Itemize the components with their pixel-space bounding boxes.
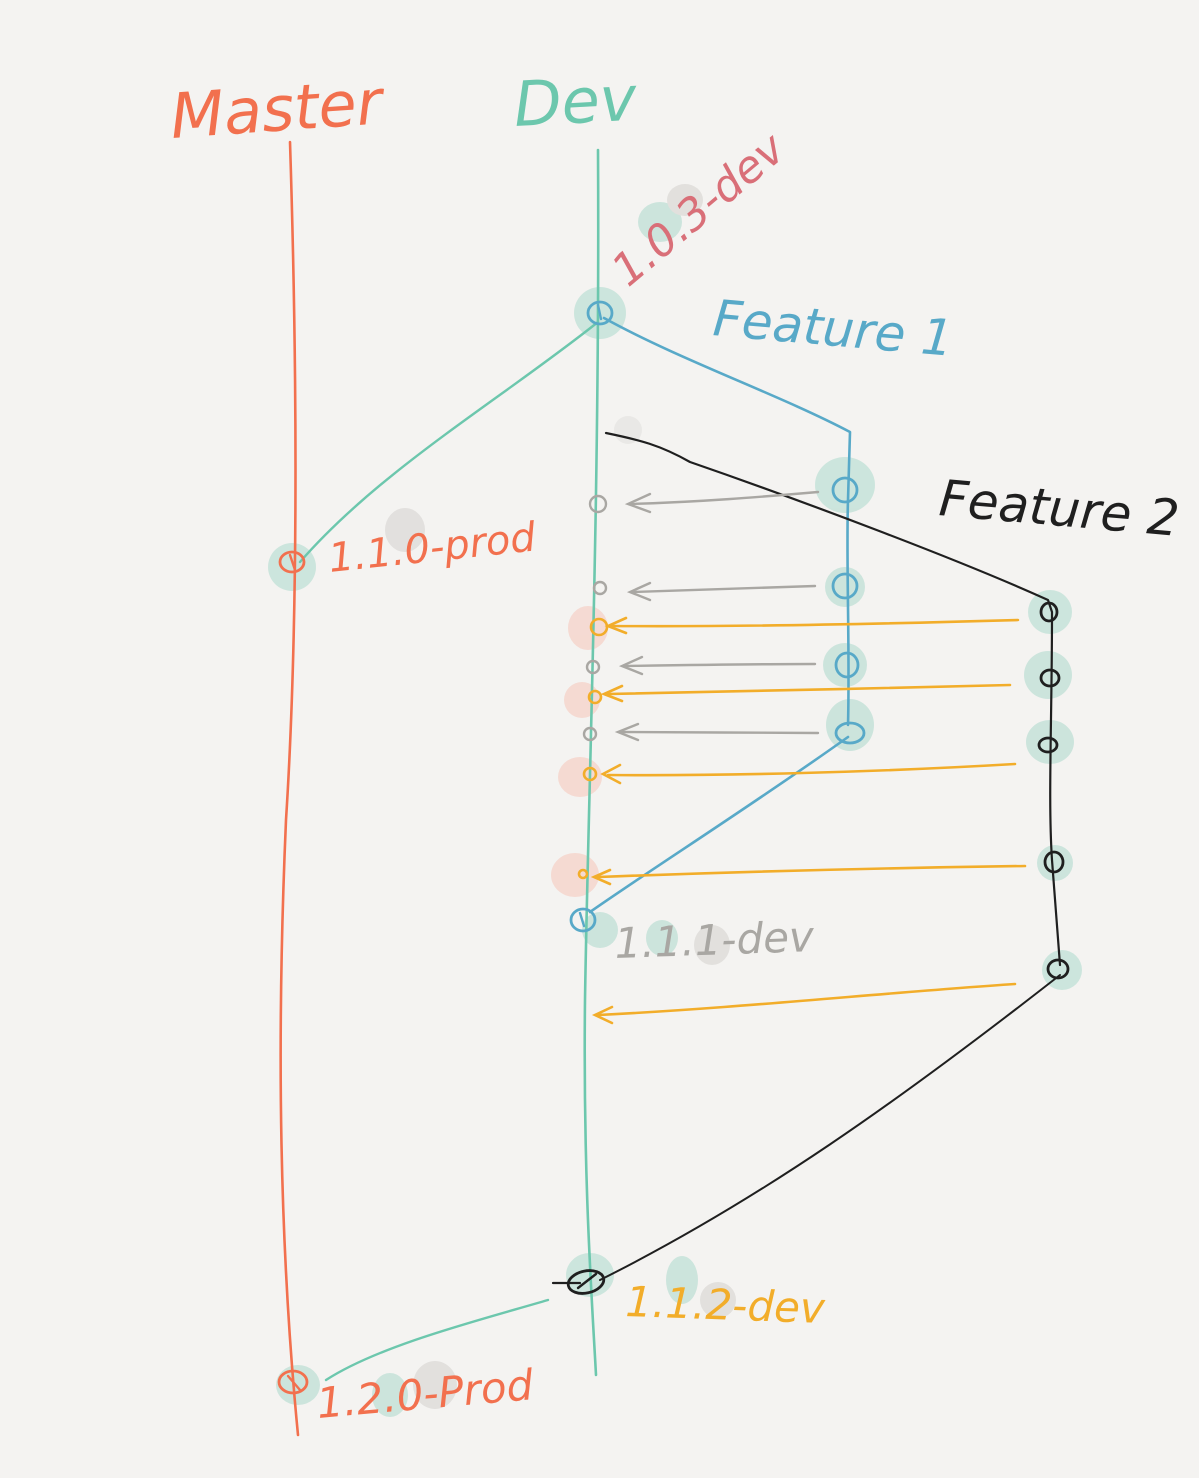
yellow-merge-arrows bbox=[577, 616, 1027, 1025]
yellow-arrowhead bbox=[591, 1005, 614, 1025]
smudge bbox=[413, 1361, 457, 1409]
feature1-commit-node bbox=[834, 651, 860, 679]
master-commit-node bbox=[278, 550, 306, 574]
smudge bbox=[1028, 590, 1072, 634]
smudge bbox=[694, 925, 730, 965]
smudge bbox=[276, 1365, 320, 1405]
dev-line bbox=[583, 148, 600, 1377]
dev-branch-label: Dev bbox=[512, 62, 640, 141]
gray-arrow bbox=[620, 730, 820, 735]
feature2-commit-node bbox=[1043, 850, 1065, 874]
smudge bbox=[568, 606, 608, 650]
yellow-arrowhead bbox=[600, 684, 624, 703]
feature2-commit-node bbox=[1039, 601, 1059, 623]
node-tick bbox=[286, 1374, 302, 1392]
dev-commit-node bbox=[569, 907, 597, 933]
branch-lines bbox=[279, 140, 1062, 1437]
smudge bbox=[385, 508, 425, 552]
gray-arrowhead bbox=[626, 581, 652, 602]
dev-commit-node bbox=[586, 300, 614, 326]
gray-commit-dot bbox=[588, 494, 608, 514]
dev-commit-node bbox=[566, 1269, 606, 1295]
yellow-commit-dot bbox=[589, 617, 609, 637]
node-tick bbox=[596, 303, 603, 321]
feature2-branch-label: Feature 2 bbox=[937, 469, 1182, 548]
smudge bbox=[1024, 651, 1072, 699]
gray-arrow bbox=[630, 584, 817, 594]
smudge bbox=[1037, 845, 1073, 881]
gray-merge-arrows bbox=[582, 490, 820, 742]
node-tick bbox=[288, 553, 297, 572]
tag-1-0-3-dev: 1.0.3-dev bbox=[602, 122, 796, 296]
smudge bbox=[700, 1282, 736, 1318]
gray-commit-dot bbox=[592, 580, 608, 596]
tag-1-1-1-dev: 1.1.1-dev bbox=[614, 912, 816, 968]
gray-arrowhead bbox=[624, 492, 652, 514]
yellow-arrow bbox=[596, 982, 1017, 1017]
yellow-arrowhead bbox=[600, 763, 622, 785]
yellow-arrow bbox=[606, 762, 1017, 777]
yellow-commit-dot bbox=[582, 766, 598, 782]
feature1-commit-node bbox=[834, 721, 866, 745]
yellow-arrow bbox=[596, 864, 1027, 879]
yellow-arrowhead bbox=[590, 868, 612, 886]
feature1-line bbox=[602, 316, 852, 727]
gray-commit-dot bbox=[582, 726, 598, 742]
gray-arrow bbox=[623, 662, 817, 668]
gray-arrowhead bbox=[614, 722, 640, 742]
smudge bbox=[666, 1256, 698, 1304]
smudge bbox=[667, 184, 703, 216]
dev-to-master-branch bbox=[298, 320, 600, 564]
smudge bbox=[372, 1373, 408, 1417]
smudge bbox=[638, 202, 682, 242]
gray-arrowhead bbox=[618, 655, 644, 676]
node-tick bbox=[576, 1272, 598, 1290]
master-line bbox=[279, 140, 300, 1437]
feature1-commit-node bbox=[831, 476, 859, 504]
tag-1-1-2-dev: 1.1.2-dev bbox=[625, 1277, 827, 1333]
yellow-commit-dot bbox=[577, 868, 589, 880]
gray-arrow bbox=[628, 490, 820, 506]
smudge bbox=[564, 682, 600, 718]
feature2-commit-node bbox=[1037, 736, 1059, 754]
smudge bbox=[825, 567, 865, 607]
commit-nodes bbox=[277, 300, 1070, 1395]
smudge-layer bbox=[268, 184, 1082, 1417]
smudge bbox=[268, 543, 316, 591]
smudge bbox=[551, 853, 599, 897]
feature1-merge bbox=[588, 735, 850, 914]
yellow-arrow bbox=[610, 618, 1020, 628]
feature1-branch-label: Feature 1 bbox=[711, 289, 956, 368]
smudge bbox=[815, 457, 875, 513]
feature1-commit-node bbox=[831, 572, 859, 600]
yellow-commit-dot bbox=[587, 689, 603, 705]
gray-commit-dot bbox=[585, 659, 601, 675]
feature2-merge bbox=[599, 974, 1061, 1281]
yellow-arrow bbox=[606, 683, 1012, 696]
tag-1-2-0-prod: 1.2.0-Prod bbox=[315, 1360, 536, 1428]
feature2-commit-node bbox=[1046, 958, 1070, 980]
tag-1-1-0-prod: 1.1.0-prod bbox=[326, 514, 538, 582]
smudge bbox=[646, 920, 678, 956]
master-branch-label: Master bbox=[168, 65, 388, 153]
master-commit-node bbox=[277, 1369, 309, 1395]
smudge bbox=[823, 643, 867, 687]
branch-labels: Master Dev Feature 1 Feature 2 bbox=[168, 62, 1182, 548]
feature2-commit-node bbox=[1039, 668, 1061, 688]
node-tick bbox=[578, 911, 586, 928]
smudge bbox=[582, 912, 618, 948]
dev-to-master-merge bbox=[324, 1298, 550, 1382]
